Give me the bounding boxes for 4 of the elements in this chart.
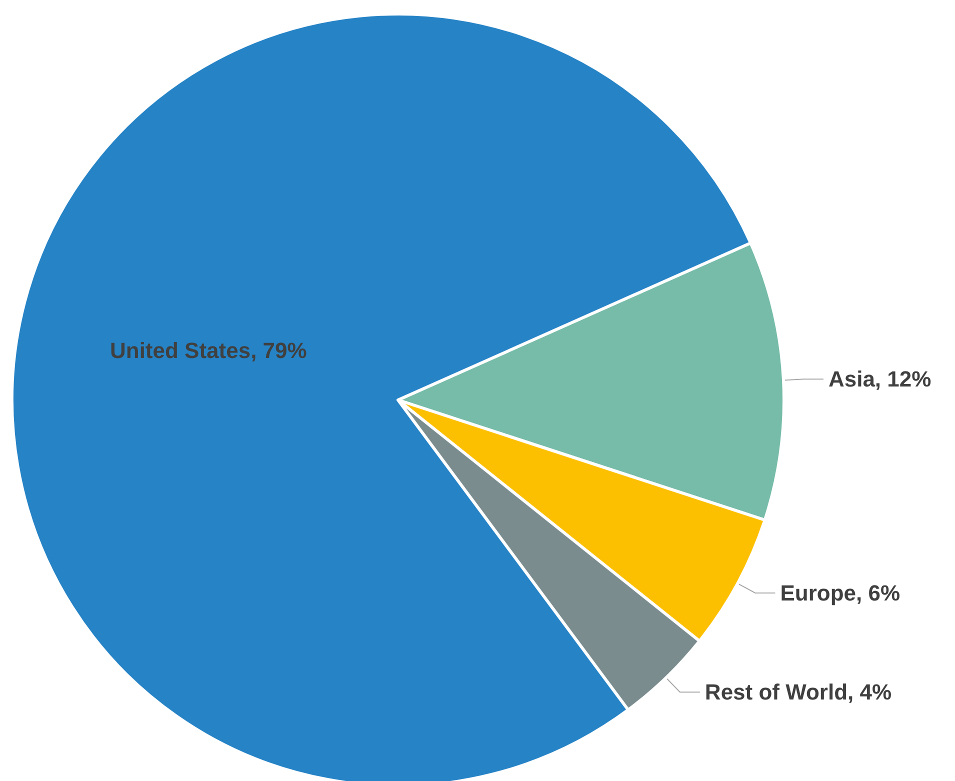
slice-label: United States, 79%	[110, 338, 307, 363]
slice-label: Rest of World, 4%	[704, 680, 892, 705]
slice-label: Europe, 6%	[780, 580, 900, 606]
slice-label: Asia, 12%	[828, 366, 932, 392]
